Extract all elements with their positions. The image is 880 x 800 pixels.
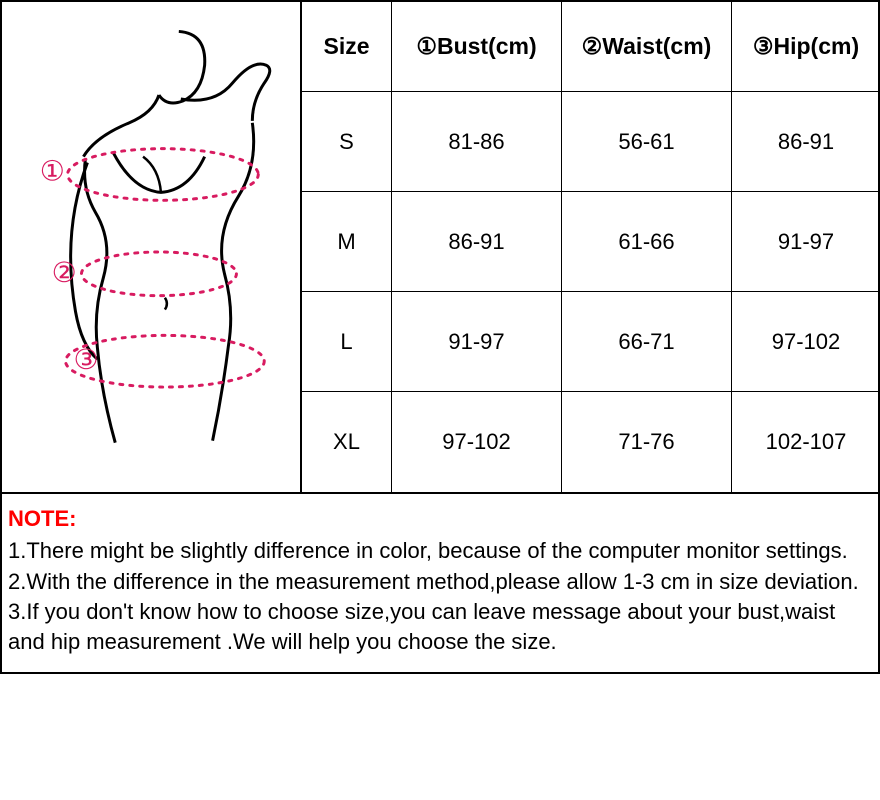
col-header-hip: ③Hip(cm) bbox=[732, 2, 880, 91]
col-header-waist: ②Waist(cm) bbox=[562, 2, 732, 91]
marker-2-label: ② bbox=[52, 257, 77, 288]
cell-waist: 71-76 bbox=[562, 392, 732, 492]
note-title: NOTE: bbox=[8, 504, 872, 534]
table-row: L 91-97 66-71 97-102 bbox=[302, 292, 880, 392]
cell-waist: 66-71 bbox=[562, 292, 732, 391]
table-row: XL 97-102 71-76 102-107 bbox=[302, 392, 880, 492]
marker-1-label: ① bbox=[40, 155, 65, 186]
table-header-row: Size ①Bust(cm) ②Waist(cm) ③Hip(cm) bbox=[302, 2, 880, 92]
cell-hip: 86-91 bbox=[732, 92, 880, 191]
cell-bust: 97-102 bbox=[392, 392, 562, 492]
note-item: 2.With the difference in the measurement… bbox=[8, 567, 872, 597]
note-section: NOTE: 1.There might be slightly differen… bbox=[2, 494, 878, 672]
cell-hip: 102-107 bbox=[732, 392, 880, 492]
table-row: S 81-86 56-61 86-91 bbox=[302, 92, 880, 192]
col-header-bust: ①Bust(cm) bbox=[392, 2, 562, 91]
cell-size: M bbox=[302, 192, 392, 291]
cell-hip: 97-102 bbox=[732, 292, 880, 391]
col-header-size: Size bbox=[302, 2, 392, 91]
marker-3-label: ③ bbox=[74, 344, 99, 375]
cell-bust: 81-86 bbox=[392, 92, 562, 191]
cell-size: S bbox=[302, 92, 392, 191]
cell-waist: 56-61 bbox=[562, 92, 732, 191]
cell-waist: 61-66 bbox=[562, 192, 732, 291]
top-section: ① ② ③ Size ①Bust(cm) ②Waist(cm) ③Hip(cm)… bbox=[2, 2, 878, 494]
cell-bust: 91-97 bbox=[392, 292, 562, 391]
table-row: M 86-91 61-66 91-97 bbox=[302, 192, 880, 292]
size-chart-card: ① ② ③ Size ①Bust(cm) ②Waist(cm) ③Hip(cm)… bbox=[0, 0, 880, 674]
cell-size: XL bbox=[302, 392, 392, 492]
cell-hip: 91-97 bbox=[732, 192, 880, 291]
body-figure-svg: ① ② ③ bbox=[2, 2, 300, 492]
size-table: Size ①Bust(cm) ②Waist(cm) ③Hip(cm) S 81-… bbox=[302, 2, 880, 492]
cell-size: L bbox=[302, 292, 392, 391]
cell-bust: 86-91 bbox=[392, 192, 562, 291]
body-illustration: ① ② ③ bbox=[2, 2, 302, 492]
note-item: 1.There might be slightly difference in … bbox=[8, 536, 872, 566]
note-item: 3.If you don't know how to choose size,y… bbox=[8, 597, 872, 658]
